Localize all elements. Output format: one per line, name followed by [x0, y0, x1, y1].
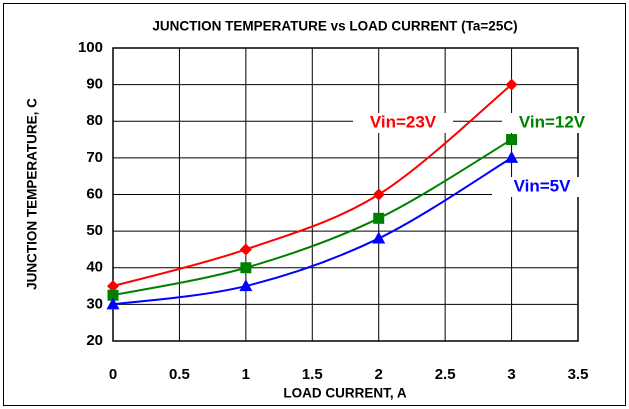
series-line	[112, 83, 513, 288]
y-tick-label: 50	[86, 222, 103, 239]
marker	[505, 78, 518, 91]
y-tick-label: 90	[86, 76, 103, 93]
y-tick-label: 100	[78, 39, 103, 56]
x-tick-label: 2	[375, 366, 383, 383]
series-label: Vin=12V	[519, 112, 586, 131]
series-label-bg	[353, 113, 453, 133]
series-label-bg	[492, 177, 592, 197]
series-label: Vin=5V	[514, 176, 572, 195]
y-tick-label: 80	[86, 112, 103, 129]
series-line	[112, 138, 513, 297]
marker	[506, 134, 518, 146]
chart-title: JUNCTION TEMPERATURE vs LOAD CURRENT (Ta…	[152, 19, 517, 34]
marker	[239, 279, 253, 292]
marker	[505, 150, 519, 163]
marker	[107, 280, 119, 293]
y-tick-label: 20	[86, 332, 103, 349]
y-tick-label: 70	[86, 149, 103, 166]
marker	[372, 188, 385, 201]
series-label: Vin=23V	[370, 112, 437, 131]
marker	[372, 231, 386, 244]
series-label-bg	[502, 113, 602, 133]
x-tick-label: 3	[507, 366, 515, 383]
x-tick-label: 0	[109, 366, 117, 383]
y-tick-label: 40	[86, 259, 103, 276]
marker	[106, 297, 120, 310]
x-tick-label: 1	[242, 366, 250, 383]
x-axis-label: LOAD CURRENT, A	[283, 386, 406, 401]
series-line	[112, 157, 513, 306]
x-tick-label: 2.5	[435, 366, 456, 383]
y-axis-label: JUNCTION TEMPERATURE, C	[25, 98, 40, 290]
x-tick-label: 1.5	[302, 366, 323, 383]
marker	[107, 289, 119, 301]
y-tick-label: 30	[86, 295, 103, 312]
y-tick-label: 60	[86, 185, 103, 202]
marker	[373, 212, 385, 224]
marker	[239, 243, 252, 256]
marker	[240, 262, 252, 274]
x-tick-label: 0.5	[169, 366, 190, 383]
x-tick-label: 3.5	[568, 366, 589, 383]
